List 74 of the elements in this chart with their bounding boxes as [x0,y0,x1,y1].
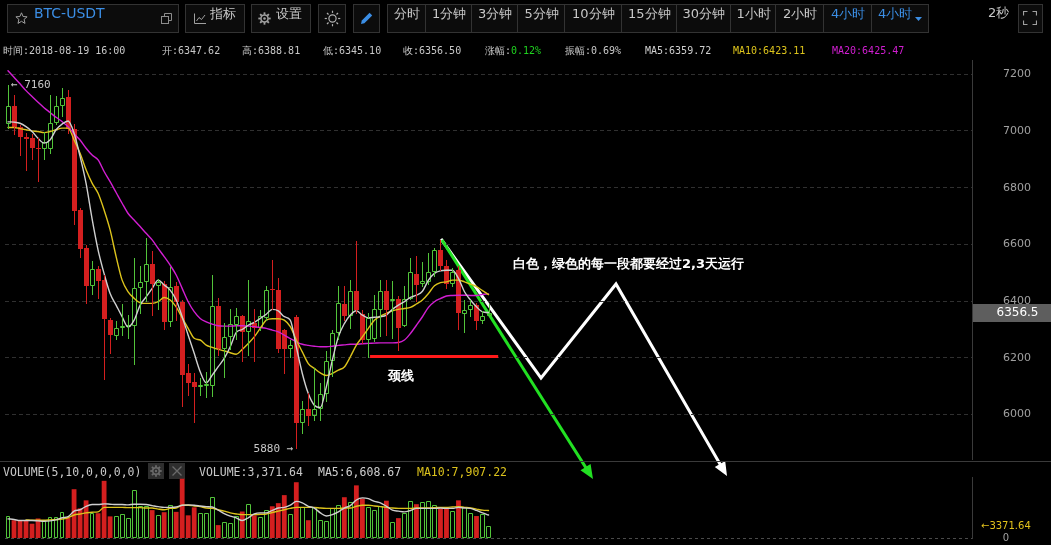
text: 1分钟 [432,5,467,23]
text: 15分钟 [628,5,671,23]
bar [60,512,64,538]
annotation: ← 7160 [11,78,51,92]
ref-line-label: 颈线 [387,367,415,383]
text: 3分钟 [478,5,513,23]
annotation: 白色，绿色的每一段都要经过2,3天运行 [513,256,745,272]
text: 2秒 [988,4,1010,22]
bar [168,505,173,538]
text: 10分钟 [572,5,615,23]
text: 指标 [210,5,236,23]
bar [414,504,419,538]
text: 设置 [276,5,302,23]
line-series [25,504,490,521]
annotation: 5880 → [253,441,294,455]
y-tick-label: ←3371.64 [981,519,1031,531]
bar [305,520,311,538]
text: 低:6345.10 [323,44,382,58]
y-tick-label: 0 [1002,531,1010,543]
y-tick-label: 6000 [1003,407,1031,421]
bar [90,513,94,538]
text: 4小时 [878,5,913,23]
annotation: VOLUME:3,371.64 [199,465,303,479]
text: 1小时 [736,5,771,23]
y-tick-label: 7000 [1003,123,1031,137]
text: 5分钟 [524,5,559,23]
text: MA10:6423.11 [733,44,806,58]
bar [293,482,299,538]
text: 涨幅:0.12% [485,44,542,58]
bar [474,516,479,538]
bar [288,514,293,538]
text: 4小时 [831,5,866,23]
bar [450,511,455,538]
bar [456,500,461,538]
bar [48,517,52,538]
annotation: VOLUME(5,10,0,0,0,0) [3,465,142,479]
bar [42,520,46,538]
bar [251,515,257,538]
text: 2小时 [783,5,818,23]
y-tick-label: 6400 [1003,293,1031,307]
annotation: MA10:7,907.22 [417,465,508,479]
bar [215,525,221,538]
y-tick-label: 6800 [1003,180,1031,194]
bar [348,502,353,538]
text: 30分钟 [682,5,726,23]
text: MA5:6359.72 [645,44,712,58]
bar [246,504,251,538]
bar [6,516,10,538]
y-tick-label: 6600 [1003,237,1031,251]
line-series [7,497,490,522]
bar [300,507,305,538]
text: 时间:2018-08-19 16:00 [3,44,126,58]
y-tick-label: 6200 [1003,350,1031,364]
text: 分时 [394,5,420,23]
y-tick-label: 7200 [1003,67,1031,81]
text: 高:6388.81 [242,44,301,58]
text: 开:6347.62 [162,44,221,58]
bar [54,517,58,538]
text: 振幅:0.69% [565,44,622,58]
text: MA20:6425.47 [832,44,905,58]
bar [239,511,245,538]
bar [383,500,389,538]
line-series [7,70,490,348]
text: 6356.5 [996,305,1039,320]
text: 收:6356.50 [403,44,462,58]
candlestick [432,247,437,278]
bar [390,522,395,538]
annotation: MA5:6,608.67 [318,465,402,479]
bar [149,510,155,538]
bar [156,515,161,538]
bar [396,518,401,538]
text: BTC-USDT [34,5,105,23]
bar [161,512,167,538]
bar [341,497,347,538]
